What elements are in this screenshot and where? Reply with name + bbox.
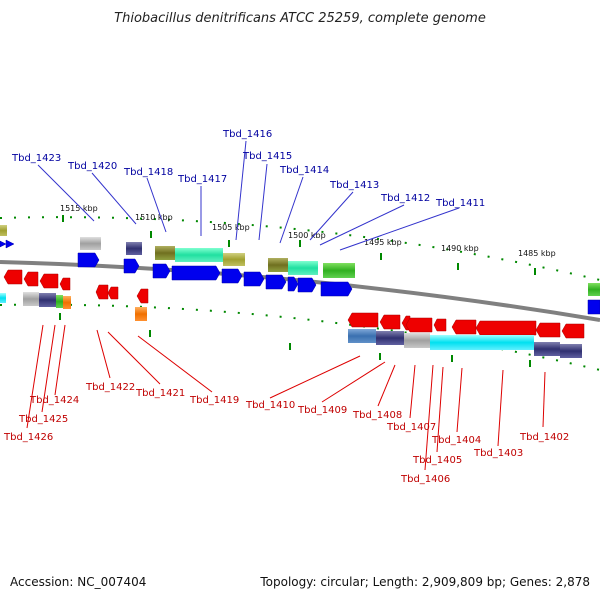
gene-label-tbd-1425[interactable]: Tbd_1425	[18, 414, 68, 425]
gene-label-tbd-1421[interactable]: Tbd_1421	[135, 388, 185, 399]
top-leader-lines	[37, 140, 460, 251]
bottom-leader-lines	[26, 324, 546, 471]
gene-label-tbd-1414[interactable]: Tbd_1414	[279, 165, 329, 176]
gene-label-tbd-1426[interactable]: Tbd_1426	[3, 432, 53, 443]
cog-band-top	[0, 225, 600, 296]
kbp-label-1490: 1490 kbp	[441, 244, 479, 253]
top-gene-labels: Tbd_1423 Tbd_1420 Tbd_1418 Tbd_1417 Tbd_…	[11, 129, 485, 209]
gene-label-tbd-1408[interactable]: Tbd_1408	[352, 410, 402, 421]
kbp-label-1510: 1510 kbp	[135, 213, 173, 222]
gene-label-tbd-1415[interactable]: Tbd_1415	[242, 151, 292, 162]
gene-label-tbd-1418[interactable]: Tbd_1418	[123, 167, 173, 178]
gene-label-tbd-1420[interactable]: Tbd_1420	[67, 161, 117, 172]
gene-label-tbd-1423[interactable]: Tbd_1423	[11, 153, 61, 164]
gene-label-tbd-1413[interactable]: Tbd_1413	[329, 180, 379, 191]
gene-label-tbd-1412[interactable]: Tbd_1412	[380, 193, 430, 204]
reverse-genes	[3, 269, 585, 339]
gene-label-tbd-1402[interactable]: Tbd_1402	[519, 432, 569, 443]
inner-tick-ring	[0, 303, 600, 371]
forward-genes	[0, 239, 600, 315]
map-title: Thiobacillus denitrificans ATCC 25259, c…	[114, 11, 486, 26]
major-ticks	[59, 215, 536, 367]
gene-label-tbd-1417[interactable]: Tbd_1417	[177, 174, 227, 185]
kbp-label-1515: 1515 kbp	[60, 204, 98, 213]
gene-label-tbd-1409[interactable]: Tbd_1409	[297, 405, 347, 416]
topology-text: Topology: circular; Length: 2,909,809 bp…	[259, 575, 590, 589]
gene-label-tbd-1406[interactable]: Tbd_1406	[400, 474, 450, 485]
gene-label-tbd-1404[interactable]: Tbd_1404	[431, 435, 481, 446]
kbp-label-1500: 1500 kbp	[288, 231, 326, 240]
kbp-label-1495: 1495 kbp	[364, 238, 402, 247]
kbp-label-1505: 1505 kbp	[212, 223, 250, 232]
outer-tick-ring	[0, 216, 600, 281]
accession-text: Accession: NC_007404	[10, 575, 146, 589]
kbp-label-1485: 1485 kbp	[518, 249, 556, 258]
cog-band-bottom	[0, 292, 582, 358]
bottom-gene-labels: Tbd_1426 Tbd_1425 Tbd_1424 Tbd_1422 Tbd_…	[3, 382, 569, 485]
gene-label-tbd-1416[interactable]: Tbd_1416	[222, 129, 272, 140]
gene-label-tbd-1410[interactable]: Tbd_1410	[245, 400, 295, 411]
gene-label-tbd-1405[interactable]: Tbd_1405	[412, 455, 462, 466]
gene-label-tbd-1411[interactable]: Tbd_1411	[435, 198, 485, 209]
gene-label-tbd-1424[interactable]: Tbd_1424	[29, 395, 79, 406]
gene-label-tbd-1419[interactable]: Tbd_1419	[189, 395, 239, 406]
gene-label-tbd-1403[interactable]: Tbd_1403	[473, 448, 523, 459]
gene-label-tbd-1407[interactable]: Tbd_1407	[386, 422, 436, 433]
gene-label-tbd-1422[interactable]: Tbd_1422	[85, 382, 135, 393]
